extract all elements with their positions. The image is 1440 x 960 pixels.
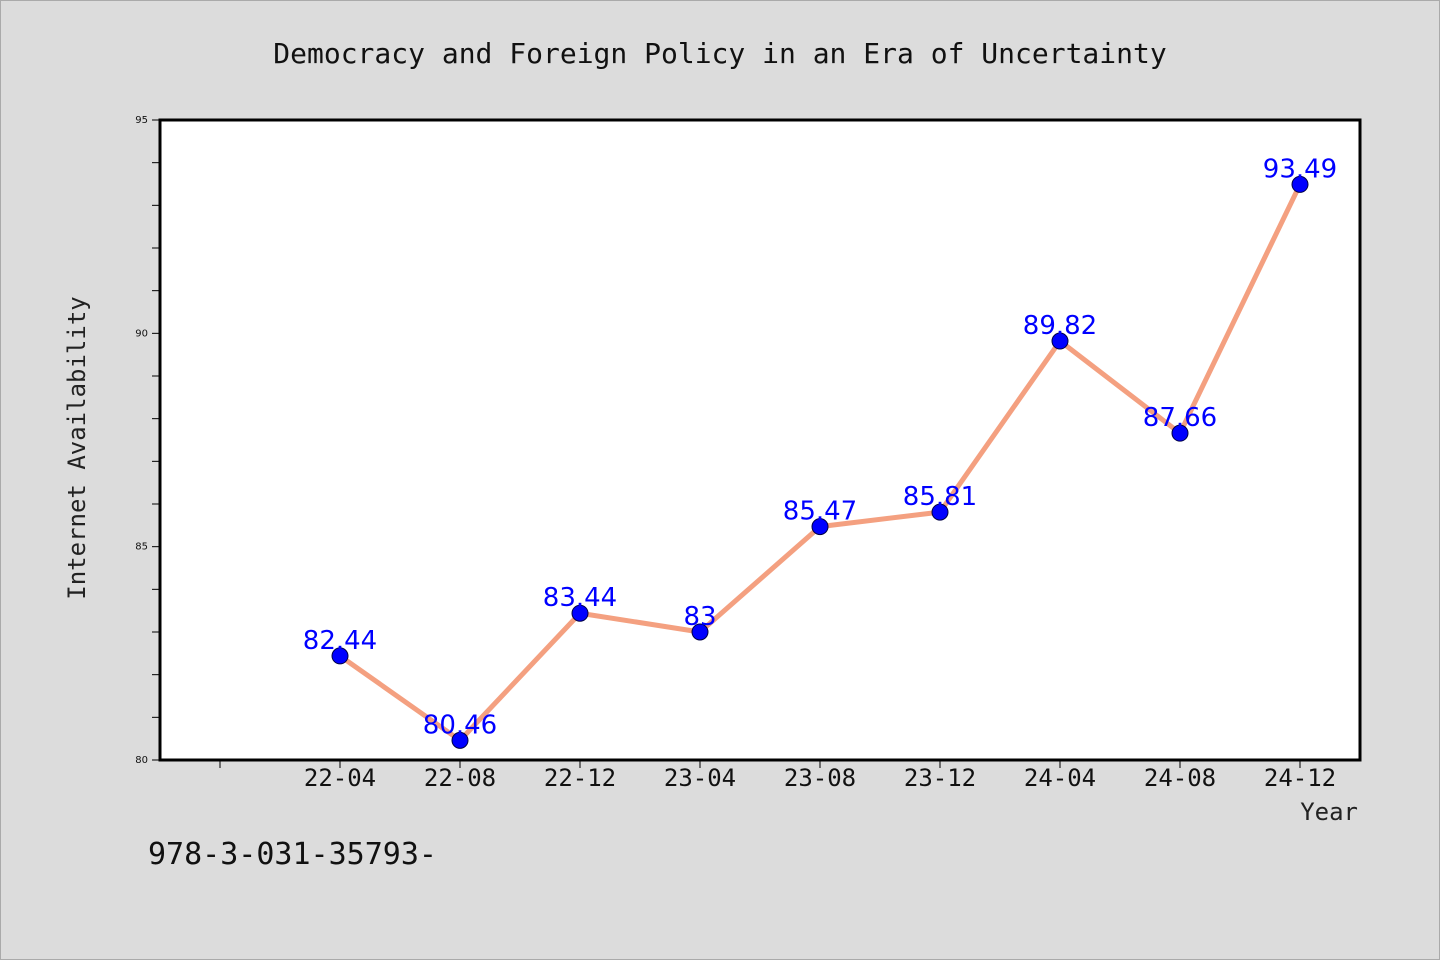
data-point — [691, 623, 709, 641]
data-label: 89.82 — [1023, 311, 1097, 341]
y-tick-label: 90 — [135, 328, 148, 339]
data-label: 85.81 — [903, 482, 977, 512]
y-tick-label: 85 — [135, 542, 148, 553]
data-label: 83 — [683, 602, 716, 632]
y-tick-label: 80 — [135, 755, 148, 766]
data-point — [1051, 332, 1069, 350]
x-tick-label: 22-08 — [424, 764, 496, 792]
data-label: 83.44 — [543, 583, 617, 613]
chart-title: Democracy and Foreign Policy in an Era o… — [273, 37, 1166, 70]
footer-isbn-text: 978-3-031-35793- — [148, 837, 437, 872]
data-point — [931, 503, 949, 521]
data-point — [451, 731, 469, 749]
y-axis: 80 85 90 95 — [135, 115, 160, 766]
data-label-layer: 82.44 80.46 83.44 83 85.47 85.81 89.82 87.66 93.… — [303, 154, 1337, 740]
data-point — [1291, 175, 1309, 193]
data-point — [811, 518, 829, 536]
data-point — [1171, 424, 1189, 442]
x-tick-label: 24-08 — [1144, 764, 1216, 792]
data-point — [571, 604, 589, 622]
x-tick-label: 23-08 — [784, 764, 856, 792]
x-tick-label: 22-04 — [304, 764, 376, 792]
x-tick-label: 23-12 — [904, 764, 976, 792]
x-axis-label: Year — [1300, 798, 1358, 826]
series-layer — [331, 175, 1309, 749]
plot-area — [158, 118, 1362, 762]
data-label: 87.66 — [1143, 403, 1217, 433]
y-axis-label: Internet Availability — [63, 296, 91, 599]
x-tick-label: 23-04 — [664, 764, 736, 792]
data-label: 85.47 — [783, 497, 857, 527]
y-tick-label: 95 — [135, 115, 148, 126]
data-point — [331, 647, 349, 665]
x-tick-label: 24-04 — [1024, 764, 1096, 792]
x-axis: 22-04 22-08 22-12 23-04 23-08 23-12 24-04 24-08… — [219, 760, 1336, 792]
data-label: 82.44 — [303, 626, 377, 656]
data-label: 80.46 — [423, 710, 497, 740]
x-tick-label: 24-12 — [1264, 764, 1336, 792]
x-tick-label: 22-12 — [544, 764, 616, 792]
data-label: 93.49 — [1263, 154, 1337, 184]
